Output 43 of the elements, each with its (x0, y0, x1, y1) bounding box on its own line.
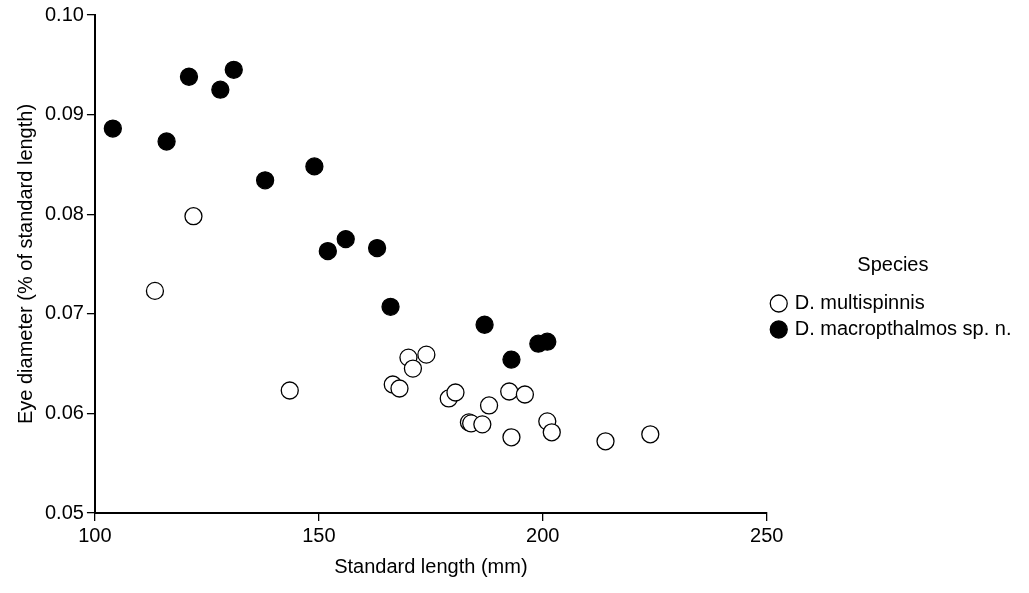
point (542, 423, 561, 442)
point (179, 67, 199, 86)
point (211, 80, 230, 99)
point (479, 396, 499, 415)
point (473, 415, 492, 434)
point (280, 381, 299, 400)
point (502, 428, 521, 447)
y-tick-label: 0.06 (44, 400, 84, 423)
point (596, 432, 615, 451)
point (390, 379, 409, 398)
x-tick-label: 250 (750, 523, 784, 546)
point (502, 350, 521, 369)
point (184, 207, 203, 226)
point (381, 297, 400, 316)
point (500, 382, 519, 401)
legend-label: D. macropthalmos sp. n. (794, 317, 1012, 340)
point (157, 132, 176, 151)
point (446, 383, 465, 402)
point (403, 359, 423, 378)
y-tick-label: 0.09 (44, 102, 84, 125)
point (515, 385, 535, 404)
x-tick-label: 150 (302, 523, 336, 546)
point (255, 171, 275, 190)
point (145, 281, 165, 301)
point (641, 425, 660, 444)
point (336, 229, 355, 249)
point (305, 157, 324, 176)
y-axis-title: Eye diameter (% of standard length) (13, 103, 36, 425)
point (475, 315, 494, 334)
x-tick-label: 100 (78, 523, 112, 546)
point (417, 345, 436, 364)
x-tick-label: 200 (526, 523, 560, 546)
point (224, 60, 243, 79)
point (367, 238, 387, 258)
y-tick-label: 0.07 (44, 301, 84, 324)
point (318, 241, 337, 261)
legend-title: Species (857, 253, 929, 276)
point (103, 119, 122, 138)
x-axis-title: Standard length (mm) (334, 554, 528, 577)
legend-label: D. multispinnis (794, 291, 925, 314)
y-tick-label: 0.08 (44, 201, 84, 224)
y-tick-label: 0.05 (44, 500, 84, 523)
y-tick-label: 0.10 (44, 2, 84, 25)
